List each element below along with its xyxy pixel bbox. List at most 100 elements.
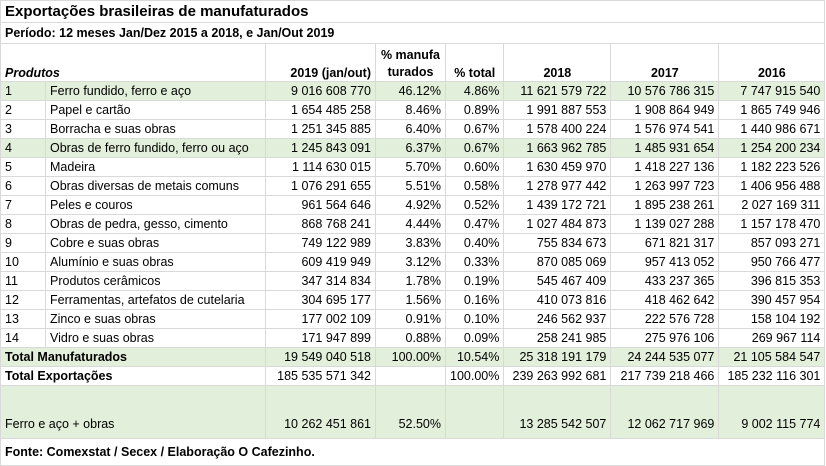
total-value: 12 062 717 969: [610, 385, 720, 439]
total-value: 13 285 542 507: [503, 385, 612, 439]
sheet-title: Exportações brasileiras de manufaturados: [0, 0, 826, 23]
value-cell: 7 747 915 540: [718, 81, 826, 101]
product-name: Vidro e suas obras: [45, 328, 266, 348]
value-cell: 3.12%: [375, 252, 446, 272]
value-cell: 0.60%: [444, 157, 505, 177]
value-cell: 755 834 673: [503, 233, 612, 253]
value-cell: 1 254 200 234: [718, 138, 826, 158]
value-cell: 4.92%: [375, 195, 446, 215]
row: 3 Borracha e suas obras 1 251 345 885 6.40%…: [0, 119, 826, 139]
total-label: Ferro e aço + obras: [0, 385, 266, 439]
value-cell: 0.58%: [444, 176, 505, 196]
row: 9 Cobre e suas obras 749 122 989 3.83% 0.40%…: [0, 233, 826, 253]
value-cell: 1 576 974 541: [610, 119, 720, 139]
value-cell: 0.89%: [444, 100, 505, 120]
value-cell: 222 576 728: [610, 309, 720, 329]
column-header: 2019 (jan/out): [265, 43, 376, 82]
value-cell: 1 157 178 470: [718, 214, 826, 234]
value-cell: 410 073 816: [503, 290, 612, 310]
value-cell: 0.67%: [444, 138, 505, 158]
value-cell: 950 766 477: [718, 252, 826, 272]
row: 14 Vidro e suas obras 171 947 899 0.88% 0.09…: [0, 328, 826, 348]
value-cell: 258 241 985: [503, 328, 612, 348]
value-cell: 961 564 646: [265, 195, 376, 215]
value-cell: 1 263 997 723: [610, 176, 720, 196]
value-cell: 418 462 642: [610, 290, 720, 310]
row: 12 Ferramentas, artefatos de cutelaria 304…: [0, 290, 826, 310]
row-number: 5: [0, 157, 46, 177]
value-cell: 1 182 223 526: [718, 157, 826, 177]
value-cell: 3.83%: [375, 233, 446, 253]
value-cell: 1 245 843 091: [265, 138, 376, 158]
value-cell: 10 576 786 315: [610, 81, 720, 101]
period-note: Período: 12 meses Jan/Dez 2015 a 2018, e…: [0, 22, 826, 44]
value-cell: 6.40%: [375, 119, 446, 139]
row: Ferro e aço + obras 10 262 451 861 52.50% 1…: [0, 385, 826, 439]
row: Total Manufaturados 19 549 040 518 100.00%…: [0, 347, 826, 367]
column-header: % manufa turados: [375, 43, 446, 82]
value-cell: 46.12%: [375, 81, 446, 101]
value-cell: 1 908 864 949: [610, 100, 720, 120]
value-cell: 609 419 949: [265, 252, 376, 272]
value-cell: 1 114 630 015: [265, 157, 376, 177]
product-name: Madeira: [45, 157, 266, 177]
total-value: 10 262 451 861: [265, 385, 376, 439]
total-value: [444, 385, 505, 439]
row: 2 Papel e cartão 1 654 485 258 8.46% 0.89% 1 …: [0, 100, 826, 120]
value-cell: 5.51%: [375, 176, 446, 196]
value-cell: 1 440 986 671: [718, 119, 826, 139]
source-note: Fonte: Comexstat / Secex / Elaboração O …: [0, 438, 826, 466]
value-cell: 671 821 317: [610, 233, 720, 253]
value-cell: 6.37%: [375, 138, 446, 158]
value-cell: 870 085 069: [503, 252, 612, 272]
row: Produtos 2019 (jan/out)% manufa turados% …: [0, 43, 826, 82]
row-number: 12: [0, 290, 46, 310]
value-cell: 1.56%: [375, 290, 446, 310]
product-name: Obras diversas de metais comuns: [45, 176, 266, 196]
value-cell: 545 467 409: [503, 271, 612, 291]
total-value: 185 232 116 301: [718, 366, 826, 386]
value-cell: 8.46%: [375, 100, 446, 120]
value-cell: 868 768 241: [265, 214, 376, 234]
value-cell: 2 027 169 311: [718, 195, 826, 215]
column-header: 2018: [503, 43, 612, 82]
total-value: 217 739 218 466: [610, 366, 720, 386]
value-cell: 275 976 106: [610, 328, 720, 348]
value-cell: 0.10%: [444, 309, 505, 329]
value-cell: 0.88%: [375, 328, 446, 348]
value-cell: 0.19%: [444, 271, 505, 291]
value-cell: 857 093 271: [718, 233, 826, 253]
total-value: 9 002 115 774: [718, 385, 826, 439]
value-cell: 1 027 484 873: [503, 214, 612, 234]
value-cell: 749 122 989: [265, 233, 376, 253]
value-cell: 0.09%: [444, 328, 505, 348]
value-cell: 1 865 749 946: [718, 100, 826, 120]
total-value: 19 549 040 518: [265, 347, 376, 367]
value-cell: 1 485 931 654: [610, 138, 720, 158]
row: 10 Alumínio e suas obras 609 419 949 3.12% 0…: [0, 252, 826, 272]
value-cell: 390 457 954: [718, 290, 826, 310]
value-cell: 11 621 579 722: [503, 81, 612, 101]
row-number: 2: [0, 100, 46, 120]
value-cell: 1 578 400 224: [503, 119, 612, 139]
value-cell: 433 237 365: [610, 271, 720, 291]
product-name: Peles e couros: [45, 195, 266, 215]
value-cell: 158 104 192: [718, 309, 826, 329]
value-cell: 1 895 238 261: [610, 195, 720, 215]
row: 5 Madeira 1 114 630 015 5.70% 0.60% 1 630 459…: [0, 157, 826, 177]
total-label: Total Manufaturados: [0, 347, 266, 367]
product-name: Zinco e suas obras: [45, 309, 266, 329]
product-name: Ferro fundido, ferro e aço: [45, 81, 266, 101]
product-name: Borracha e suas obras: [45, 119, 266, 139]
row: 13 Zinco e suas obras 177 002 109 0.91% 0.10…: [0, 309, 826, 329]
value-cell: 0.33%: [444, 252, 505, 272]
value-cell: 1 991 887 553: [503, 100, 612, 120]
value-cell: 1.78%: [375, 271, 446, 291]
total-value: [375, 366, 446, 386]
total-value: 24 244 535 077: [610, 347, 720, 367]
row: 4 Obras de ferro fundido, ferro ou aço 1 2…: [0, 138, 826, 158]
value-cell: 9 016 608 770: [265, 81, 376, 101]
